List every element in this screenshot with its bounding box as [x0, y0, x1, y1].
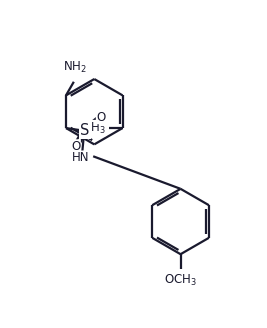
Text: NH$_2$: NH$_2$ — [63, 60, 87, 75]
Text: CH$_3$: CH$_3$ — [82, 120, 106, 135]
Text: S: S — [80, 123, 89, 138]
Text: HN: HN — [72, 151, 90, 164]
Text: O: O — [71, 140, 80, 153]
Text: O: O — [96, 111, 106, 124]
Text: OCH$_3$: OCH$_3$ — [164, 273, 197, 288]
